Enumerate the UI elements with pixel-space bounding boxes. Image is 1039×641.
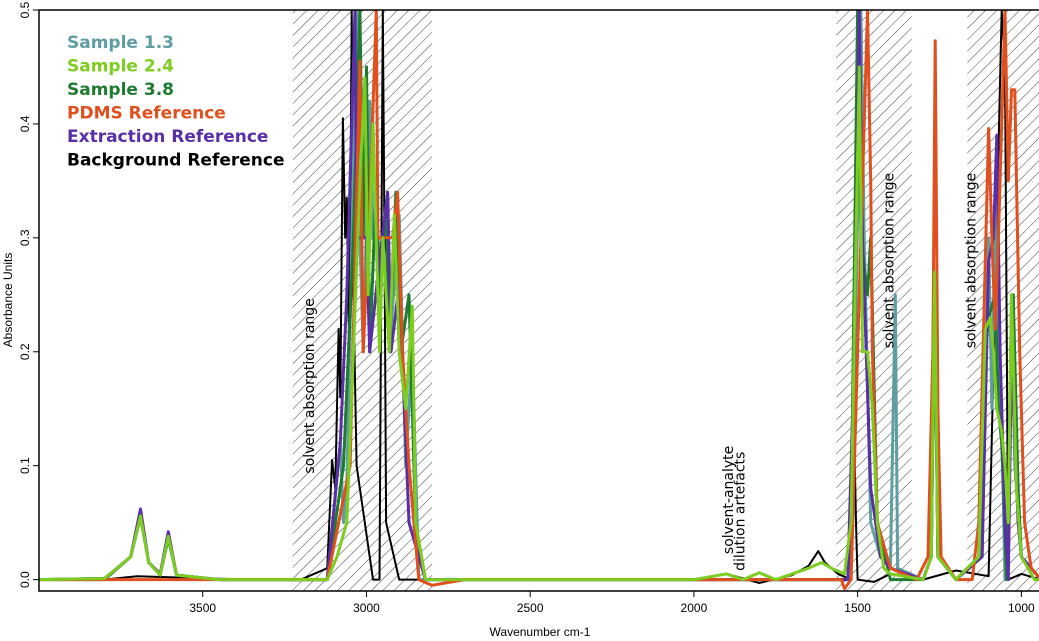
x-tick-label-2: 3000	[353, 601, 380, 615]
y-tick-label-2: 0.1	[18, 457, 32, 474]
data-series	[39, 10, 1039, 591]
annotation-5: dilution artefacts	[733, 452, 749, 571]
annotations: solvent absorption range solvent absorpti…	[302, 173, 979, 571]
y-tick-label-5: 0.4	[18, 115, 32, 132]
y-tick-label-6: 0.5	[18, 1, 32, 18]
x-tick-label-6: 1000	[1008, 601, 1035, 615]
y-axis-ticks: 0.0 0.1 0.2 0.3 0.4 0.5	[18, 1, 39, 588]
annotation-4: solvent-analyte	[721, 446, 737, 554]
legend-entry-2: Sample 2.4	[67, 57, 174, 77]
series-line-6	[39, 65, 1039, 582]
annotation-2: solvent absorption range	[882, 173, 898, 348]
x-tick-label-1: 3500	[189, 601, 216, 615]
y-axis-title: Absorbance Units	[1, 253, 15, 348]
plot-frame	[38, 9, 1039, 592]
x-tick-label-3: 2500	[517, 601, 544, 615]
annotation-3: solvent absorption range	[964, 173, 980, 348]
x-axis-ticks: 3500 3000 2500 2000 1500 1000	[189, 591, 1035, 615]
shaded-regions	[292, 10, 1039, 591]
legend-entry-3: Sample 3.8	[67, 80, 174, 100]
legend-entry-4: PDMS Reference	[67, 104, 226, 124]
y-tick-label-4: 0.3	[18, 229, 32, 246]
legend-entry-5: Extraction Reference	[67, 127, 268, 147]
annotation-1: solvent absorption range	[302, 298, 318, 473]
x-tick-label-4: 2000	[681, 601, 708, 615]
y-tick-label-1: 0.0	[18, 571, 32, 588]
legend-entry-1: Sample 1.3	[67, 33, 174, 53]
legend-entry-6: Background Reference	[67, 151, 285, 171]
x-axis-title: Wavenumber cm-1	[490, 625, 591, 639]
x-tick-label-5: 1500	[844, 601, 871, 615]
legend: Sample 1.3 Sample 2.4 Sample 3.8 PDMS Refer…	[67, 33, 285, 171]
y-tick-label-3: 0.2	[18, 343, 32, 360]
